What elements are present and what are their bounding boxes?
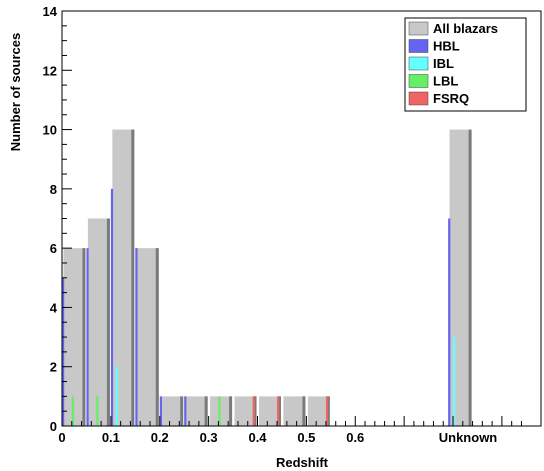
legend-label: All blazars (433, 21, 498, 36)
bar-shadow (204, 396, 208, 426)
x-tick-label: Unknown (439, 430, 498, 445)
bar-all-blazars (112, 129, 135, 427)
bar-hbl (86, 248, 89, 426)
y-tick-label: 12 (43, 63, 57, 78)
bar-shadow (253, 396, 257, 426)
x-axis: 0 0.1 0.2 0.3 0.4 0.5 0.6 Unknown (58, 416, 522, 445)
bar-fsrq (325, 396, 329, 426)
x-tick-label: 0.2 (151, 430, 169, 445)
legend-label: HBL (433, 39, 460, 54)
legend-label: LBL (433, 74, 458, 89)
bar-shadow (277, 396, 281, 426)
bar-shadow (229, 396, 233, 426)
bar-all-blazars (234, 396, 257, 426)
x-tick-label: 0.5 (297, 430, 315, 445)
legend: All blazars HBL IBL LBL FSRQ (404, 17, 527, 112)
bar-shadow (468, 129, 472, 427)
bar-all-blazars (136, 248, 159, 426)
bar-shadow (82, 248, 86, 426)
bar-all-blazars (283, 396, 306, 426)
bar-shadow (155, 248, 159, 426)
bar-shadow (326, 396, 330, 426)
bar-lbl (71, 396, 74, 426)
x-tick-label: 0.3 (200, 430, 218, 445)
y-tick-label: 2 (50, 360, 57, 375)
y-tick-label: 4 (50, 300, 58, 315)
bar-hbl (159, 396, 162, 426)
bar-all-blazars (210, 396, 233, 426)
bar-lbl (96, 396, 99, 426)
legend-swatch (408, 74, 429, 88)
y-tick-label: 14 (43, 4, 58, 19)
bar-hbl (110, 188, 114, 426)
legend-swatch (408, 21, 429, 36)
legend-swatch (408, 91, 429, 106)
bars-layer (62, 129, 472, 427)
bar-all-blazars (307, 396, 330, 426)
y-axis: 0 2 4 6 8 10 12 14 (43, 4, 72, 434)
x-tick-label: 0.4 (248, 430, 267, 445)
bar-hbl (135, 248, 138, 426)
bar-hbl (448, 218, 451, 426)
x-axis-title: Redshift (276, 455, 329, 470)
y-tick-label: 0 (50, 419, 57, 434)
y-tick-label: 6 (50, 241, 57, 256)
x-tick-label: 0 (58, 430, 65, 445)
bar-shadow (180, 396, 184, 426)
bar-shadow (302, 396, 306, 426)
bar-ibl (115, 366, 118, 426)
legend-swatch (408, 56, 429, 71)
y-tick-label: 10 (43, 123, 57, 138)
x-tick-label: 0.6 (346, 430, 364, 445)
bar-shadow (106, 218, 110, 426)
x-tick-label: 0.1 (102, 430, 120, 445)
bar-fsrq (277, 396, 280, 426)
bar-all-blazars (161, 396, 184, 426)
bar-all-blazars (449, 129, 472, 427)
bar-ibl (453, 337, 456, 426)
bar-lbl (218, 396, 221, 426)
y-axis-title: Number of sources (8, 33, 23, 151)
legend-swatch (408, 39, 429, 53)
legend-label: FSRQ (433, 91, 469, 106)
bar-all-blazars (258, 396, 281, 426)
y-tick-label: 8 (50, 182, 57, 197)
bar-shadow (131, 129, 135, 427)
legend-label: IBL (433, 56, 454, 71)
bar-fsrq (252, 396, 255, 426)
bar-all-blazars (63, 248, 86, 426)
bar-hbl (184, 396, 187, 426)
bar-all-blazars (185, 396, 208, 426)
bar-all-blazars (87, 218, 110, 426)
